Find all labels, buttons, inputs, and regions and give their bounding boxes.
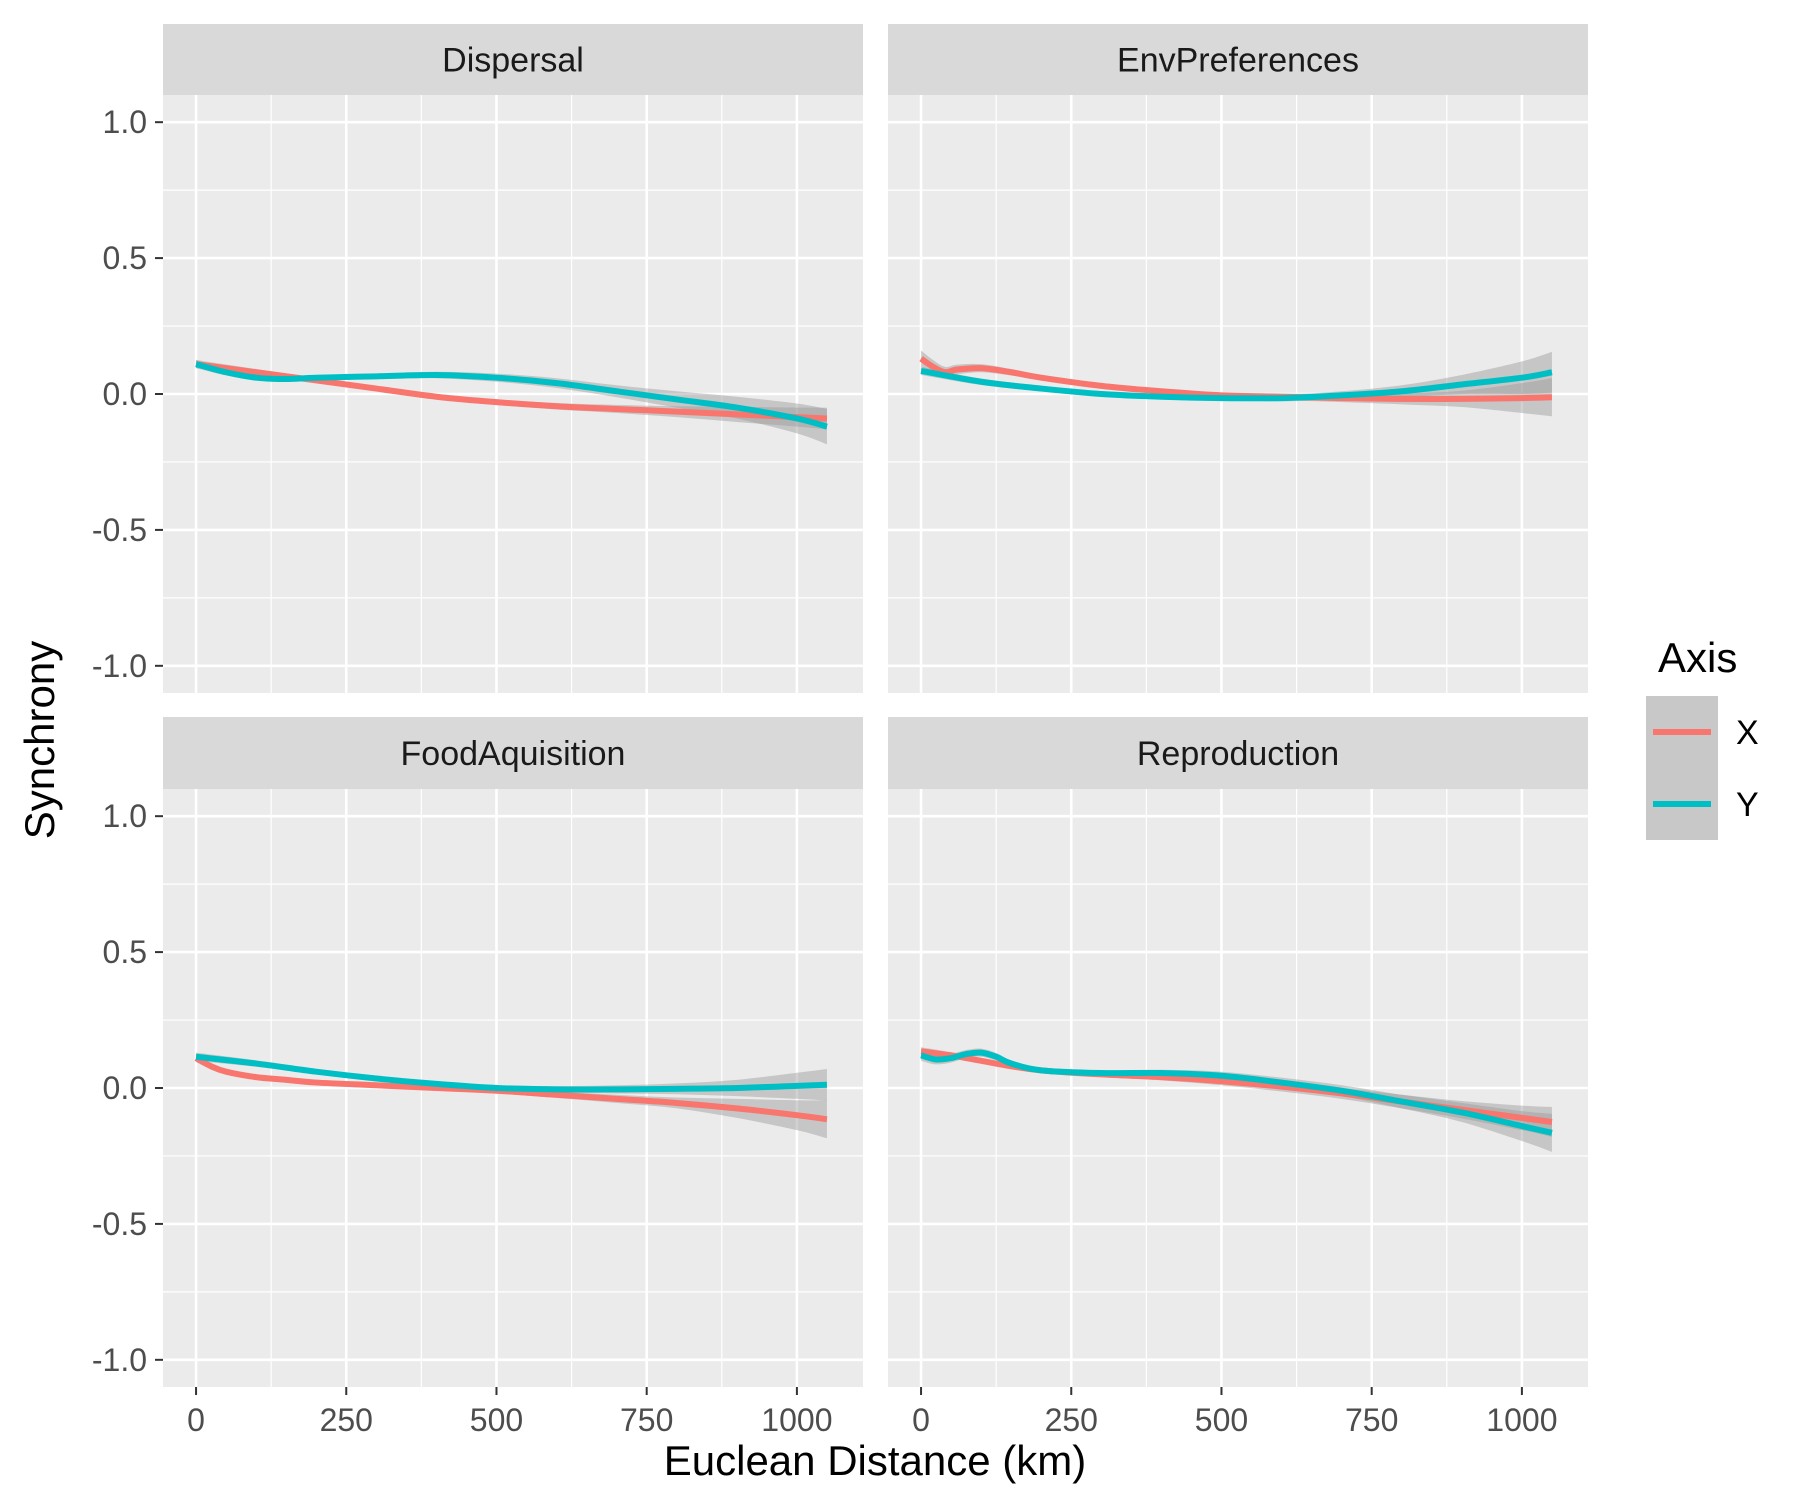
panel-strip [163, 717, 863, 789]
series-line-x [919, 356, 1553, 402]
x-tick-label: 750 [620, 1402, 673, 1438]
x-tick-label: 750 [1345, 1402, 1398, 1438]
x-tick-label: 1000 [761, 1402, 832, 1438]
y-tick-label: -0.5 [92, 512, 147, 548]
panel-title: Dispersal [442, 42, 584, 80]
y-tick-label: 0.0 [103, 376, 147, 412]
x-tick-label: 250 [1045, 1402, 1098, 1438]
panel-strip [163, 24, 863, 95]
gridlines [888, 789, 1588, 1387]
series-line-y [195, 1053, 828, 1093]
y-axis-title: Synchrony [16, 641, 63, 839]
legend-label-y: Y [1736, 786, 1759, 824]
legend-label-x: X [1736, 714, 1759, 752]
x-axis-ticks: 0 250 500 750 1000 0 250 500 750 1000 [187, 1387, 1557, 1438]
x-tick-label: 0 [912, 1402, 930, 1438]
x-tick-label: 500 [470, 1402, 523, 1438]
panel-title: FoodAquisition [401, 735, 626, 773]
y-tick-label: -0.5 [92, 1206, 147, 1242]
series-line-x [194, 1055, 828, 1123]
y-tick-label: 1.0 [103, 798, 147, 834]
legend: Axis XY [1646, 634, 1759, 840]
x-tick-label: 0 [187, 1402, 205, 1438]
y-tick-label: -1.0 [92, 648, 147, 684]
x-tick-label: 250 [320, 1402, 373, 1438]
y-tick-label: 0.5 [103, 934, 147, 970]
panel-dispersal: Dispersal [163, 24, 863, 693]
panel-foodaquisition: FoodAquisition [163, 717, 863, 1387]
panel-envpreferences: EnvPreferences [888, 24, 1588, 693]
y-tick-label: -1.0 [92, 1342, 147, 1378]
panel-title: Reproduction [1137, 735, 1339, 773]
series-line-y [195, 361, 828, 430]
x-axis-title: Euclean Distance (km) [664, 1437, 1086, 1484]
panel-reproduction: Reproduction [888, 717, 1588, 1387]
series-line-y [920, 367, 1553, 402]
x-tick-label: 1000 [1486, 1402, 1557, 1438]
panel-strip [888, 717, 1588, 789]
panel-strip [888, 24, 1588, 95]
gridlines [888, 95, 1588, 693]
series-line-y [920, 1049, 1553, 1136]
y-tick-label: 0.5 [103, 240, 147, 276]
legend-title: Axis [1658, 634, 1737, 681]
y-tick-label: 1.0 [103, 104, 147, 140]
panel-title: EnvPreferences [1117, 42, 1359, 80]
y-tick-label: 0.0 [103, 1070, 147, 1106]
y-axis-ticks: -1.0 -0.5 0.0 0.5 1.0 -1.0 -0.5 0.0 0.5 1.0 [92, 104, 163, 1378]
x-tick-label: 500 [1195, 1402, 1248, 1438]
panels: Dispersal EnvPreferences FoodAquisition Rep… [163, 24, 1588, 1387]
